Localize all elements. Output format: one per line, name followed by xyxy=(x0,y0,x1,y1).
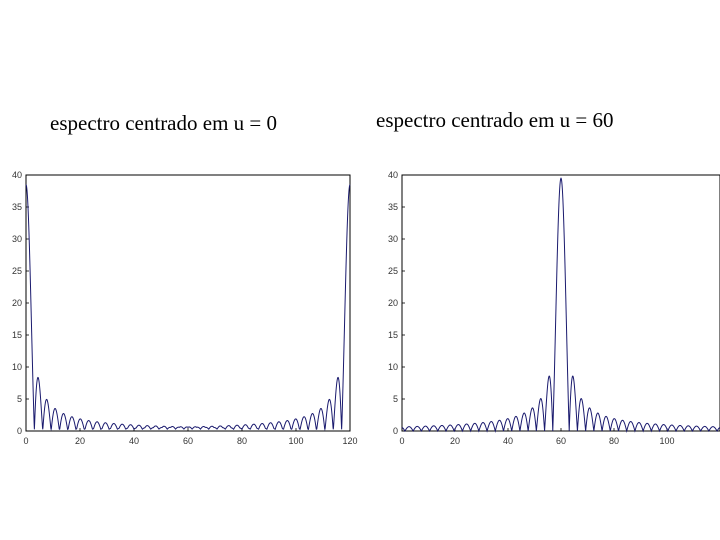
y-tick-label: 0 xyxy=(17,426,22,436)
y-tick-label: 35 xyxy=(388,202,398,212)
chart-title-left: espectro centrado em u = 0 xyxy=(50,111,278,135)
x-tick-label: 60 xyxy=(556,436,566,446)
y-tick-label: 5 xyxy=(393,394,398,404)
y-tick-label: 15 xyxy=(388,330,398,340)
spectrum-line xyxy=(401,177,720,433)
x-tick-label: 0 xyxy=(399,436,404,446)
y-tick-label: 25 xyxy=(388,266,398,276)
y-tick-label: 30 xyxy=(388,234,398,244)
chart-title-right: espectro centrado em u = 60 xyxy=(376,108,614,132)
y-tick-label: 20 xyxy=(388,298,398,308)
axes-frame xyxy=(401,174,720,432)
y-tick-label: 25 xyxy=(12,266,22,276)
y-tick-label: 5 xyxy=(17,394,22,404)
y-tick-label: 40 xyxy=(388,170,398,180)
x-tick-label: 20 xyxy=(75,436,85,446)
x-tick-label: 40 xyxy=(503,436,513,446)
y-tick-label: 40 xyxy=(12,170,22,180)
y-tick-label: 30 xyxy=(12,234,22,244)
y-tick-label: 10 xyxy=(12,362,22,372)
x-tick-label: 100 xyxy=(659,436,674,446)
y-tick-label: 20 xyxy=(12,298,22,308)
x-tick-label: 20 xyxy=(450,436,460,446)
y-tick-label: 10 xyxy=(388,362,398,372)
x-tick-label: 40 xyxy=(129,436,139,446)
x-tick-label: 80 xyxy=(609,436,619,446)
y-tick-label: 0 xyxy=(393,426,398,436)
x-tick-label: 60 xyxy=(183,436,193,446)
x-tick-label: 100 xyxy=(288,436,303,446)
x-tick-label: 120 xyxy=(342,436,357,446)
x-tick-label: 0 xyxy=(23,436,28,446)
y-tick-label: 35 xyxy=(12,202,22,212)
y-tick-label: 15 xyxy=(12,330,22,340)
x-tick-label: 80 xyxy=(237,436,247,446)
spectrum-line xyxy=(25,184,351,432)
